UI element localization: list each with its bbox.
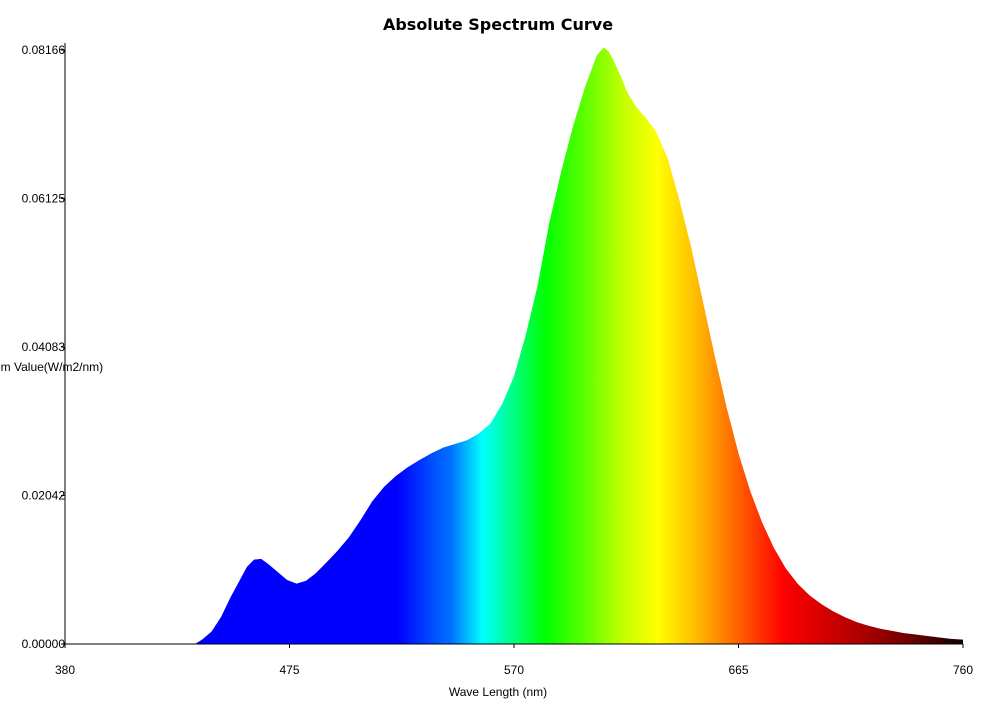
x-axis-ticks: 380 475 570 665 760: [55, 644, 973, 677]
y-tick-label: 0.04083: [22, 340, 66, 354]
x-tick-label: 665: [728, 663, 748, 677]
y-tick-label: 0.08166: [22, 43, 66, 57]
x-tick-label: 475: [279, 663, 299, 677]
y-axis-label: um Value(W/m2/nm): [0, 360, 103, 374]
y-axis-ticks: 0.00000 0.02042 0.04083 0.06125 0.08166: [22, 43, 66, 651]
x-tick-label: 760: [953, 663, 973, 677]
spectrum-area: [65, 47, 963, 644]
x-axis-label: Wave Length (nm): [449, 685, 547, 699]
y-tick-label: 0.02042: [22, 488, 66, 502]
x-tick-label: 380: [55, 663, 75, 677]
y-tick-label: 0.06125: [22, 191, 66, 205]
y-tick-label: 0.00000: [22, 637, 66, 651]
chart-title: Absolute Spectrum Curve: [383, 15, 613, 34]
x-tick-label: 570: [504, 663, 524, 677]
